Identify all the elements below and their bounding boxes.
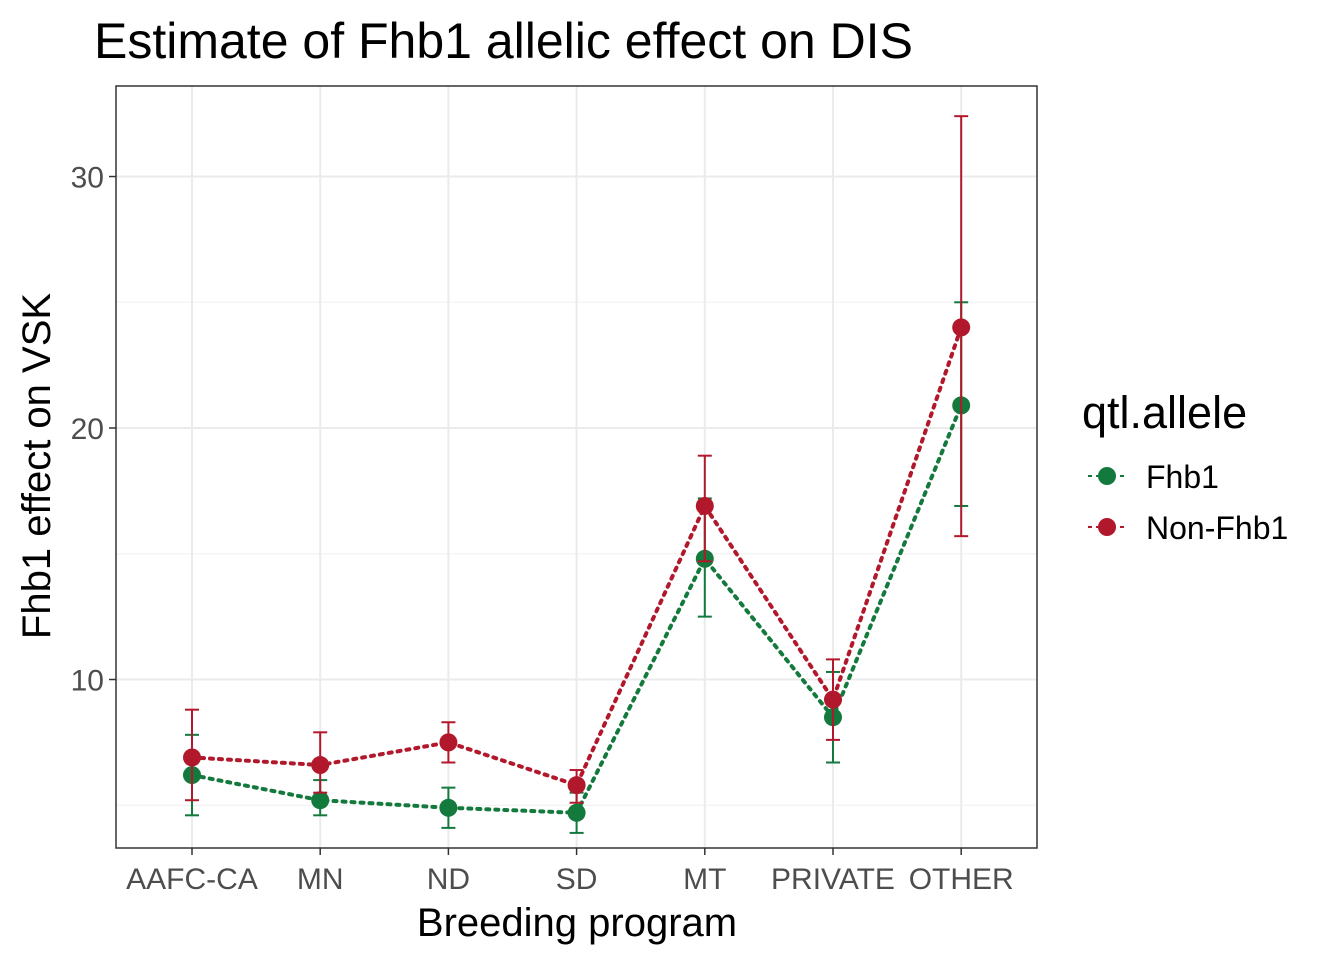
data-point [183,748,201,767]
legend-key-point [1098,467,1116,485]
data-point [952,318,971,337]
legend-title: qtl.allele [1082,387,1247,438]
legend-label: Non-Fhb1 [1146,510,1288,546]
x-axis-title: Breeding program [417,901,737,945]
data-point [567,803,586,822]
legend-item: Non-Fhb1 [1088,510,1288,546]
x-tick-label: MN [297,863,344,896]
y-tick-label: 20 [71,413,104,446]
data-point [311,756,330,775]
legend: qtl.allele Fhb1 Non-Fhb1 [1082,387,1288,546]
x-tick-label: MT [683,863,726,896]
data-point [695,496,714,515]
x-tick-label: SD [556,863,598,896]
legend-label: Fhb1 [1146,459,1219,495]
plot-panel [115,85,1038,849]
y-axis-title: Fhb1 effect on VSK [15,293,59,639]
legend-key-point [1098,518,1116,536]
y-tick-label: 10 [71,665,104,698]
data-point [439,798,458,817]
x-tick-label: ND [427,863,470,896]
x-tick-label: AAFC-CA [126,863,258,896]
series-non-fhb1 [183,115,971,804]
data-point [311,791,330,810]
data-point [439,733,458,752]
data-point [567,776,586,795]
x-axis: AAFC-CA MN ND SD MT PRIVATE OTHER [126,848,1014,896]
y-axis: 10 20 30 [71,162,116,698]
data-marks [183,115,971,834]
legend-item: Fhb1 [1088,459,1219,495]
y-tick-label: 30 [71,162,104,195]
chart-title: Estimate of Fhb1 allelic effect on DIS [94,13,913,69]
x-tick-label: PRIVATE [771,863,895,896]
x-tick-label: OTHER [909,863,1014,896]
data-point [824,690,842,709]
